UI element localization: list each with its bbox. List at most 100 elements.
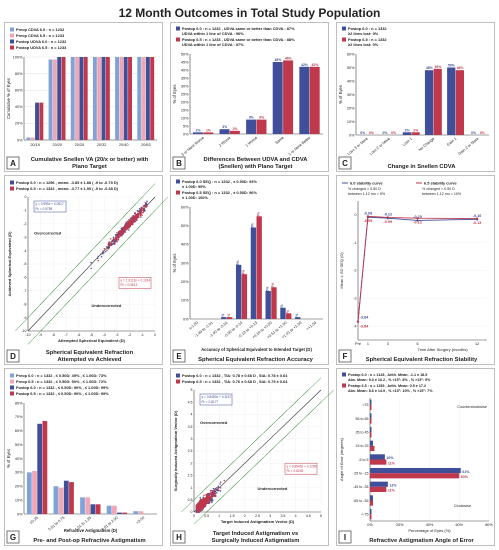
bar <box>123 57 128 140</box>
data-label: 24% <box>242 270 246 277</box>
y-tick-label: -8 <box>23 302 26 306</box>
scatter-point <box>106 249 108 251</box>
data-label: 42% <box>311 63 318 67</box>
y-tick-label: <-75 <box>361 512 368 516</box>
scatter-point <box>211 500 213 502</box>
x-tick-label: 20/16 <box>30 143 40 147</box>
scatter-point <box>104 250 107 253</box>
x-tick-label: -9 <box>39 333 42 337</box>
bar <box>433 68 442 135</box>
scatter-point <box>195 507 198 510</box>
data-label: 49% <box>435 65 442 69</box>
scatter-point <box>213 493 215 496</box>
panel-caption: Spherical Equivalent Refraction Stabilit… <box>366 357 478 363</box>
bar <box>370 481 388 487</box>
bar <box>52 59 57 140</box>
legend-swatch <box>10 186 14 191</box>
bar <box>299 66 310 134</box>
legend-entry: Postop 6.0 : n = 1332 , TIA: 0.78 ± 0.68… <box>182 373 288 378</box>
x-axis-label: Target Induced Astigmatism Vector (D) <box>221 519 295 524</box>
y-tick-label: 40% <box>15 457 23 461</box>
x-tick-label: 3 <box>269 514 271 518</box>
panel-frame <box>336 22 495 172</box>
panel-letter-box <box>172 530 186 544</box>
y-tick-label: 0% <box>17 512 23 516</box>
scatter-point <box>116 237 118 240</box>
panel-letter: G <box>10 533 16 542</box>
y-tick-label: 0% <box>17 138 23 142</box>
y-tick-label: 0.5 <box>188 498 193 502</box>
bar <box>411 132 420 135</box>
scatter-point <box>204 503 207 506</box>
bar <box>101 57 106 140</box>
scatter-point <box>138 207 141 210</box>
scatter-point <box>197 504 200 506</box>
scatter-point <box>114 238 117 241</box>
legend-entry: Postop 6.5 : n = 1332 , ≤ 0.50D: 90% , ≤… <box>16 391 109 396</box>
scatter-point <box>217 485 220 488</box>
data-label: 0% <box>471 131 476 135</box>
annotation-overcorrected: Overcorrected <box>34 231 62 236</box>
scatter-point <box>136 219 138 222</box>
panel-letter-box <box>338 349 352 363</box>
data-label: 0% <box>360 131 365 135</box>
scatter-point <box>214 495 217 498</box>
y-tick-label: 0 <box>191 510 193 514</box>
tolerance-line <box>40 210 156 332</box>
legend-swatch <box>176 26 180 31</box>
legend-note: between 1-12 mo = 9% <box>348 192 386 196</box>
data-label: 2% <box>233 127 238 131</box>
bar <box>141 57 146 140</box>
bar <box>30 137 35 140</box>
scatter-point <box>211 501 213 504</box>
legend-entry: ≥2 lines lost: 0% <box>348 31 379 36</box>
data-label: 2% <box>413 128 418 132</box>
x-tick-label: -1 <box>141 333 144 337</box>
data-label: 42% <box>301 63 308 67</box>
data-label: 0% <box>369 131 374 135</box>
data-label: 0% <box>391 131 396 135</box>
y-tick-label: 10% <box>347 120 355 124</box>
line-point <box>416 217 419 220</box>
x-tick-label: 20/63 <box>141 143 151 147</box>
line-point <box>366 215 370 218</box>
scatter-point <box>213 492 216 495</box>
data-label: 6% <box>280 304 284 309</box>
scatter-point <box>140 209 142 212</box>
bar <box>79 57 84 140</box>
legend-entry: Postop 6.0 : n = 1332 , ≤ 0.50D: 90% , ≤… <box>16 385 109 390</box>
legend-swatch <box>176 179 180 184</box>
y-tick-label: 45% <box>181 60 189 64</box>
panel-letter: E <box>176 352 182 361</box>
data-label: -0.12 <box>413 221 422 225</box>
scatter-point <box>199 508 201 511</box>
legend-swatch <box>10 33 14 38</box>
scatter-point <box>125 221 127 224</box>
x-tick-label: 40% <box>426 523 434 527</box>
scatter-point <box>97 259 100 262</box>
data-label: 9% <box>249 116 254 120</box>
bar <box>53 486 59 514</box>
bar <box>75 57 80 140</box>
y-tick-label: 40% <box>347 79 355 83</box>
x-tick-label: Same <box>275 136 285 145</box>
bar <box>203 132 214 134</box>
bar <box>424 70 434 135</box>
scatter-point <box>205 501 208 503</box>
panel-letter-box <box>6 349 20 363</box>
scatter-point <box>139 213 142 216</box>
legend-entry: Postop 6.0 : n = 1232 , UDVA same or bet… <box>182 26 295 31</box>
scatter-point <box>143 208 146 210</box>
scatter-point <box>133 217 135 220</box>
x-axis-label: Percentage of Eyes (%) <box>408 528 451 533</box>
scatter-point <box>141 209 143 211</box>
bar <box>370 495 373 501</box>
scatter-point <box>219 487 222 489</box>
scatter-point <box>134 211 136 214</box>
line-point <box>475 217 479 220</box>
legend-entry: UDVA within 1 line of CDVA : 97% <box>182 42 244 47</box>
legend-entry: Postop 6.5 : n = 1332 , mean: -3.77 ± 1.… <box>16 186 119 191</box>
panel-svg: F Spherical Equivalent Refraction Stabili… <box>336 175 495 365</box>
x-tick-label: 1 <box>367 342 369 346</box>
y-axis-label: % of Eyes <box>6 449 11 468</box>
